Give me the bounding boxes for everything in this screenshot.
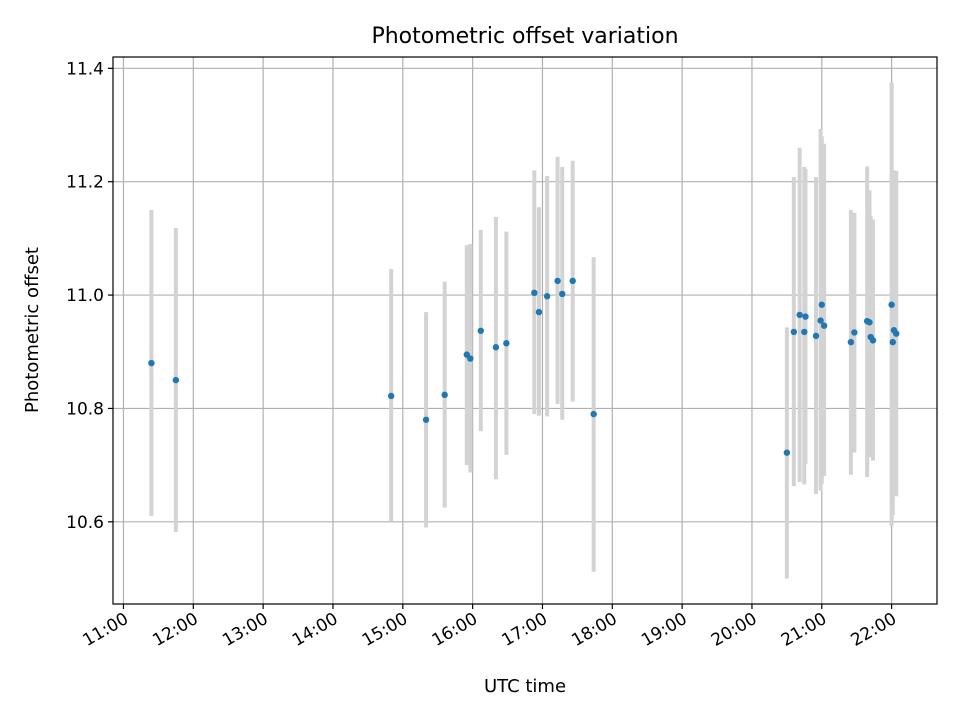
data-point	[148, 359, 155, 367]
data-point	[590, 410, 597, 418]
data-point	[467, 355, 474, 362]
y-tick-label: 11.0	[66, 286, 104, 306]
data-point	[554, 277, 561, 285]
data-point	[543, 293, 551, 300]
plot-frame	[112, 56, 938, 605]
data-point	[869, 337, 877, 344]
data-point	[503, 340, 510, 347]
data-point	[820, 322, 828, 329]
data-point	[569, 277, 576, 285]
y-axis-label: Photometric offset	[22, 247, 43, 413]
data-point	[535, 308, 543, 316]
data-point	[818, 301, 825, 308]
data-point	[441, 391, 448, 399]
data-point	[847, 338, 855, 346]
data-point	[783, 449, 791, 456]
data-point	[790, 328, 798, 336]
data-point	[801, 328, 808, 336]
x-axis-label: UTC time	[484, 676, 566, 697]
data-point	[492, 344, 500, 351]
data-point	[866, 319, 873, 326]
chart-title: Photometric offset variation	[371, 24, 678, 49]
data-point	[387, 392, 395, 400]
data-point	[802, 313, 809, 320]
y-axis-ticks: 10.6 10.8 11.0 11.2 11.4	[66, 59, 113, 533]
y-tick-label: 10.6	[66, 513, 104, 533]
data-point	[851, 329, 858, 336]
data-point	[477, 327, 484, 334]
data-point	[893, 330, 900, 337]
data-point	[817, 317, 824, 324]
data-point	[531, 289, 538, 297]
data-point	[889, 338, 896, 346]
data-points	[148, 277, 900, 456]
y-tick-label: 10.8	[66, 399, 104, 419]
data-point	[812, 332, 820, 340]
data-point	[172, 376, 180, 384]
data-point	[796, 311, 803, 319]
y-tick-label: 11.2	[66, 173, 104, 193]
data-point	[422, 416, 430, 423]
data-point	[888, 301, 895, 308]
data-point	[559, 290, 566, 298]
y-tick-label: 11.4	[66, 59, 104, 79]
